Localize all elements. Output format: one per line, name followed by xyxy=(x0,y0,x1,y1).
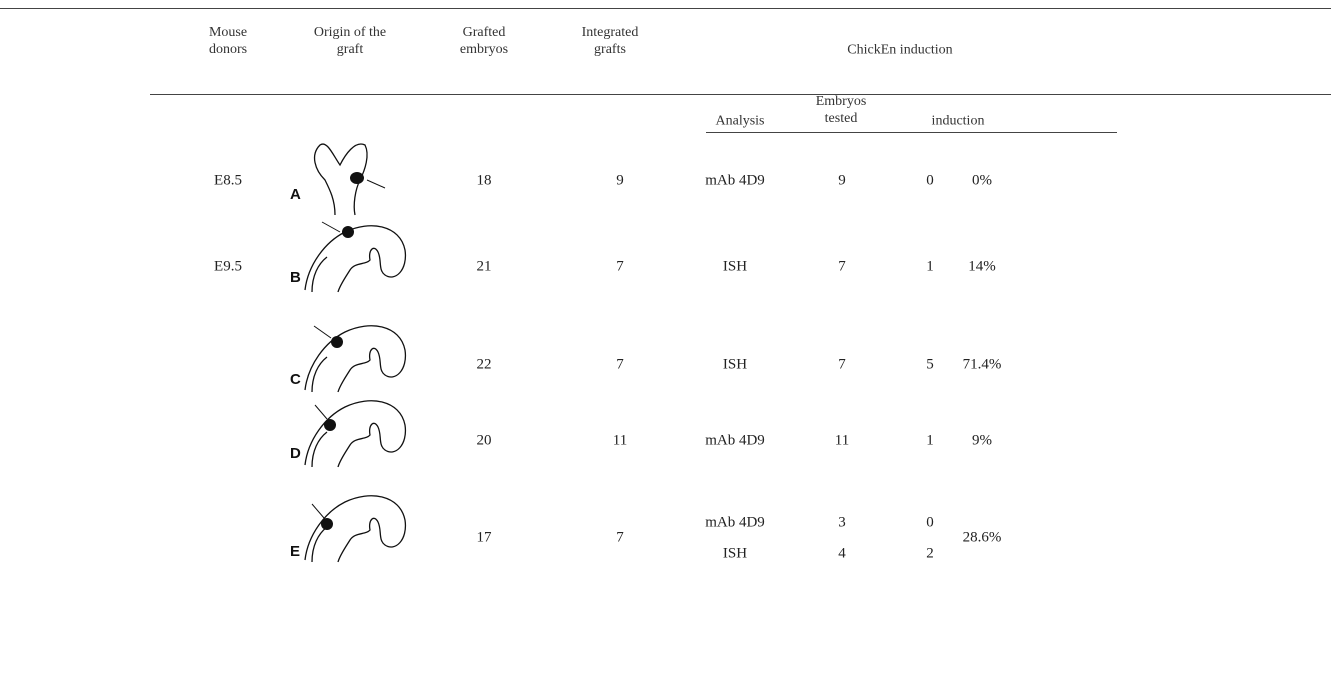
grafted-count: 18 xyxy=(476,172,492,189)
integrated-count: 9 xyxy=(616,172,624,189)
graft-letter: C xyxy=(290,371,301,388)
header-rule xyxy=(150,94,1331,95)
tested-count: 11 xyxy=(834,432,850,449)
integrated-count: 7 xyxy=(616,529,624,546)
integrated-count: 7 xyxy=(616,258,624,275)
embryo-drawing xyxy=(304,495,407,563)
donor: E8.5 xyxy=(214,172,242,189)
subheader-rule xyxy=(706,132,1117,133)
graft-letter: A xyxy=(290,186,301,203)
analysis-method: mAb 4D9 xyxy=(705,432,765,449)
induced-count: 1 xyxy=(926,258,934,275)
column-header: Integrated grafts xyxy=(581,25,639,57)
column-header: Mouse donors xyxy=(208,25,248,57)
tested-count: 3 xyxy=(838,514,846,530)
induction-percent: 71.4% xyxy=(962,356,1002,373)
induction-percent: 9% xyxy=(972,432,992,449)
embryo-drawing xyxy=(304,400,407,468)
induced-count: 5 xyxy=(926,356,934,373)
column-header: Grafted embryos xyxy=(459,25,509,57)
donor: E9.5 xyxy=(214,258,242,275)
subcolumn-header: induction xyxy=(931,113,985,129)
analysis-method: mAb 4D9 xyxy=(705,172,765,189)
induced-count: 1 xyxy=(926,432,934,449)
analysis-method: ISH xyxy=(722,356,748,373)
induction-percent: 14% xyxy=(968,258,996,275)
induction-percent: 28.6% xyxy=(962,529,1002,546)
induction-percent: 0% xyxy=(972,172,992,189)
induced-count: 0 xyxy=(926,172,934,189)
induced-count: 2 xyxy=(926,545,934,561)
induced-count: 0 xyxy=(926,514,934,530)
embryo-drawing xyxy=(304,221,407,293)
tested-count: 4 xyxy=(838,545,846,561)
integrated-count: 7 xyxy=(616,356,624,373)
tested-count: 7 xyxy=(838,258,846,275)
column-header: Origin of the graft xyxy=(313,25,387,57)
top-rule xyxy=(0,8,1331,9)
graft-letter: B xyxy=(290,269,301,286)
grafted-count: 20 xyxy=(476,432,492,449)
grafted-count: 22 xyxy=(476,356,492,373)
tested-count: 7 xyxy=(838,356,846,373)
column-header: ChickEn induction xyxy=(847,42,953,58)
tested-count: 9 xyxy=(838,172,846,189)
analysis-method: ISH xyxy=(722,545,748,561)
embryo-drawing xyxy=(304,325,407,393)
graft-letter: E xyxy=(290,543,300,560)
graft-letter: D xyxy=(290,445,301,462)
subcolumn-header: Embryos tested xyxy=(815,94,867,126)
grafted-count: 21 xyxy=(476,258,492,275)
grafted-count: 17 xyxy=(476,529,492,546)
integrated-count: 11 xyxy=(612,432,628,449)
analysis-method: mAb 4D9 xyxy=(705,514,765,530)
subcolumn-header: Analysis xyxy=(715,113,765,129)
embryo-drawing xyxy=(313,143,386,216)
analysis-method: ISH xyxy=(722,258,748,275)
